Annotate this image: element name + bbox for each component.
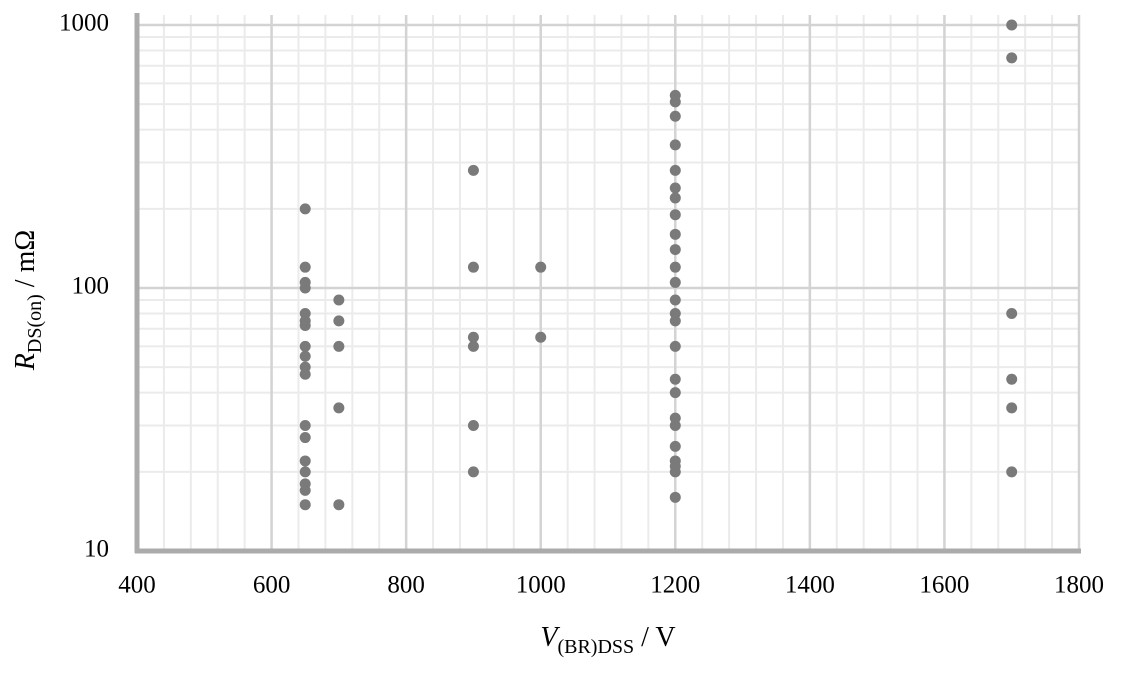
y-tick-label: 100: [72, 273, 110, 300]
point: [299, 455, 311, 467]
point: [299, 499, 311, 511]
point: [669, 294, 681, 306]
point: [299, 282, 311, 294]
point: [333, 315, 345, 327]
point: [299, 368, 311, 380]
y-tick-label: 10: [84, 536, 109, 563]
points: [299, 19, 1018, 511]
point: [299, 484, 311, 496]
point: [1006, 466, 1018, 478]
point: [467, 331, 479, 343]
point: [299, 203, 311, 215]
point: [1006, 52, 1018, 64]
point: [299, 350, 311, 362]
point: [333, 340, 345, 352]
x-tick-label: 400: [118, 572, 156, 599]
point: [669, 466, 681, 478]
point: [299, 420, 311, 432]
point: [467, 340, 479, 352]
y-label-unit: / mΩ: [10, 230, 41, 294]
point: [669, 164, 681, 176]
point: [669, 209, 681, 221]
x-tick-label: 1600: [919, 572, 969, 599]
point: [669, 315, 681, 327]
point: [1006, 307, 1018, 319]
x-tick-label: 800: [387, 572, 425, 599]
y-axis-label: RDS(on) / mΩ: [10, 230, 45, 371]
point: [467, 420, 479, 432]
point: [669, 440, 681, 452]
x-label-unit: / V: [634, 622, 676, 653]
x-axis-label: V(BR)DSS / V: [540, 622, 675, 657]
point: [669, 276, 681, 288]
point: [333, 294, 345, 306]
y-tick-label: 1000: [59, 10, 109, 37]
x-tick-label: 1400: [785, 572, 835, 599]
point: [669, 110, 681, 122]
x-tick-label: 1000: [516, 572, 566, 599]
point: [669, 182, 681, 194]
x-tick-label: 600: [253, 572, 291, 599]
point: [299, 340, 311, 352]
point: [333, 499, 345, 511]
point: [299, 320, 311, 332]
x-tick-label: 1800: [1054, 572, 1104, 599]
y-label-subscript: DS(on): [24, 294, 46, 353]
point: [1006, 402, 1018, 414]
point: [669, 139, 681, 151]
point: [669, 261, 681, 273]
point: [1006, 373, 1018, 385]
point: [1006, 19, 1018, 31]
point: [467, 164, 479, 176]
point: [669, 387, 681, 399]
point: [669, 491, 681, 503]
point: [669, 244, 681, 256]
x-tick-label: 1200: [650, 572, 700, 599]
point: [299, 466, 311, 478]
y-label-symbol: R: [10, 353, 41, 371]
point: [535, 331, 547, 343]
point: [669, 373, 681, 385]
x-label-symbol: V: [540, 622, 560, 653]
point: [467, 466, 479, 478]
point: [669, 228, 681, 240]
grid: [135, 15, 1081, 553]
point: [299, 261, 311, 273]
point: [467, 261, 479, 273]
point: [333, 402, 345, 414]
point: [299, 432, 311, 444]
point: [669, 420, 681, 432]
point: [669, 96, 681, 108]
x-label-subscript: (BR)DSS: [557, 636, 634, 658]
point: [669, 192, 681, 204]
point: [535, 261, 547, 273]
point: [669, 340, 681, 352]
